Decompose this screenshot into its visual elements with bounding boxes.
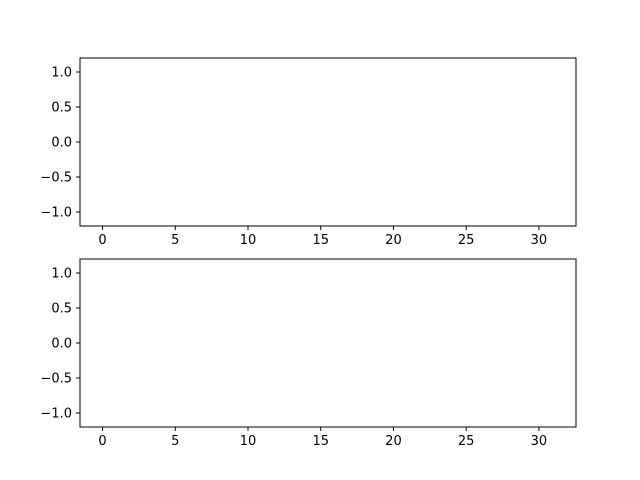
x-tick-label: 5 (171, 233, 179, 248)
x-tick-label: 15 (312, 233, 329, 248)
y-tick-label: 0.0 (51, 337, 72, 352)
y-tick-label: 0.0 (51, 136, 72, 151)
y-tick-label: −0.5 (40, 372, 72, 387)
x-tick-label: 10 (240, 233, 257, 248)
top-subplot: 0 5 10 15 20 25 30 −1.0 −0.5 0.0 0.5 1.0 (40, 57, 577, 248)
axes-frame (79, 57, 577, 227)
y-tick-label: 1.0 (51, 66, 72, 81)
x-tick-label: 25 (458, 233, 475, 248)
x-tick-label: 25 (458, 434, 475, 449)
x-tick-label: 20 (385, 233, 402, 248)
x-tick-label: 10 (240, 434, 257, 449)
y-tick-label: −1.0 (40, 407, 72, 422)
x-tick-label: 30 (531, 434, 548, 449)
axes-frame (79, 258, 577, 428)
x-tick-label: 0 (98, 434, 106, 449)
x-tick-label: 20 (385, 434, 402, 449)
y-tick-label: −0.5 (40, 171, 72, 186)
x-tick-label: 5 (171, 434, 179, 449)
y-tick-label: −1.0 (40, 206, 72, 221)
bottom-subplot: 0 5 10 15 20 25 30 −1.0 −0.5 0.0 0.5 1.0 (40, 258, 577, 449)
y-tick-label: 1.0 (51, 267, 72, 282)
y-tick-label: 0.5 (51, 101, 72, 116)
x-tick-label: 30 (531, 233, 548, 248)
x-tick-label: 0 (98, 233, 106, 248)
x-tick-label: 15 (312, 434, 329, 449)
y-tick-label: 0.5 (51, 302, 72, 317)
